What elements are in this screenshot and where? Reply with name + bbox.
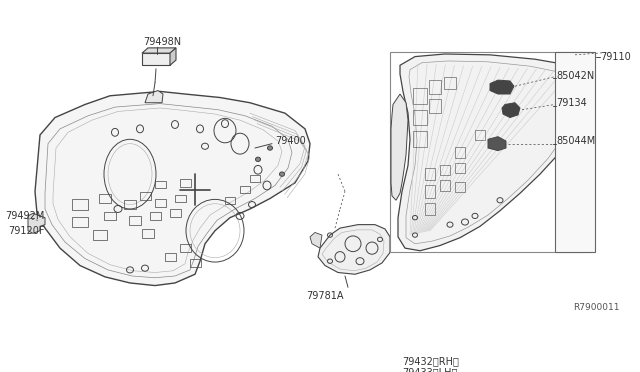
Bar: [154, 199, 166, 207]
Bar: [425, 186, 435, 198]
Polygon shape: [318, 225, 390, 274]
Polygon shape: [142, 53, 170, 65]
Bar: [124, 200, 136, 209]
Bar: [225, 197, 235, 204]
Text: 79492M: 79492M: [5, 211, 44, 221]
Text: 79134: 79134: [556, 98, 587, 108]
Bar: [164, 253, 175, 261]
Bar: [72, 217, 88, 227]
Text: 79432〈RH〉: 79432〈RH〉: [402, 356, 459, 366]
Text: 79781A: 79781A: [307, 291, 344, 301]
Bar: [444, 77, 456, 89]
Bar: [154, 181, 166, 189]
Bar: [413, 110, 427, 125]
Text: 79433〈LH〉: 79433〈LH〉: [402, 368, 458, 372]
Bar: [250, 175, 260, 182]
Ellipse shape: [280, 172, 285, 176]
Bar: [179, 244, 191, 252]
Bar: [425, 203, 435, 215]
Text: 79498N: 79498N: [143, 37, 181, 47]
Polygon shape: [490, 80, 514, 94]
Bar: [429, 80, 441, 94]
Bar: [129, 216, 141, 225]
Bar: [440, 180, 450, 191]
Polygon shape: [35, 92, 310, 286]
Bar: [93, 230, 107, 240]
Bar: [455, 147, 465, 158]
Bar: [455, 182, 465, 192]
Polygon shape: [391, 94, 408, 200]
Bar: [99, 194, 111, 203]
Bar: [413, 88, 427, 104]
Bar: [179, 179, 191, 187]
Bar: [425, 168, 435, 180]
Bar: [142, 229, 154, 238]
Polygon shape: [170, 48, 176, 65]
Text: 79400: 79400: [275, 136, 306, 146]
Polygon shape: [28, 213, 45, 233]
Polygon shape: [310, 232, 322, 248]
Bar: [170, 209, 180, 217]
Bar: [240, 186, 250, 193]
Bar: [175, 195, 186, 202]
Text: 85042N: 85042N: [556, 71, 595, 81]
Ellipse shape: [268, 146, 273, 150]
Bar: [104, 212, 116, 220]
Polygon shape: [488, 137, 506, 151]
Bar: [413, 131, 427, 147]
Polygon shape: [145, 90, 163, 103]
Bar: [455, 163, 465, 173]
Bar: [475, 130, 485, 140]
Text: 79120F: 79120F: [8, 226, 45, 236]
Bar: [440, 164, 450, 175]
Bar: [72, 199, 88, 210]
Polygon shape: [502, 103, 520, 118]
Polygon shape: [142, 48, 176, 53]
Ellipse shape: [255, 157, 260, 161]
Polygon shape: [398, 54, 588, 251]
Bar: [150, 212, 161, 220]
Polygon shape: [555, 52, 595, 253]
Bar: [140, 192, 150, 200]
Text: 79110: 79110: [600, 52, 631, 62]
Text: 85044M: 85044M: [556, 136, 595, 146]
Text: R7900011: R7900011: [573, 303, 620, 312]
Bar: [429, 99, 441, 113]
Bar: [189, 259, 200, 267]
